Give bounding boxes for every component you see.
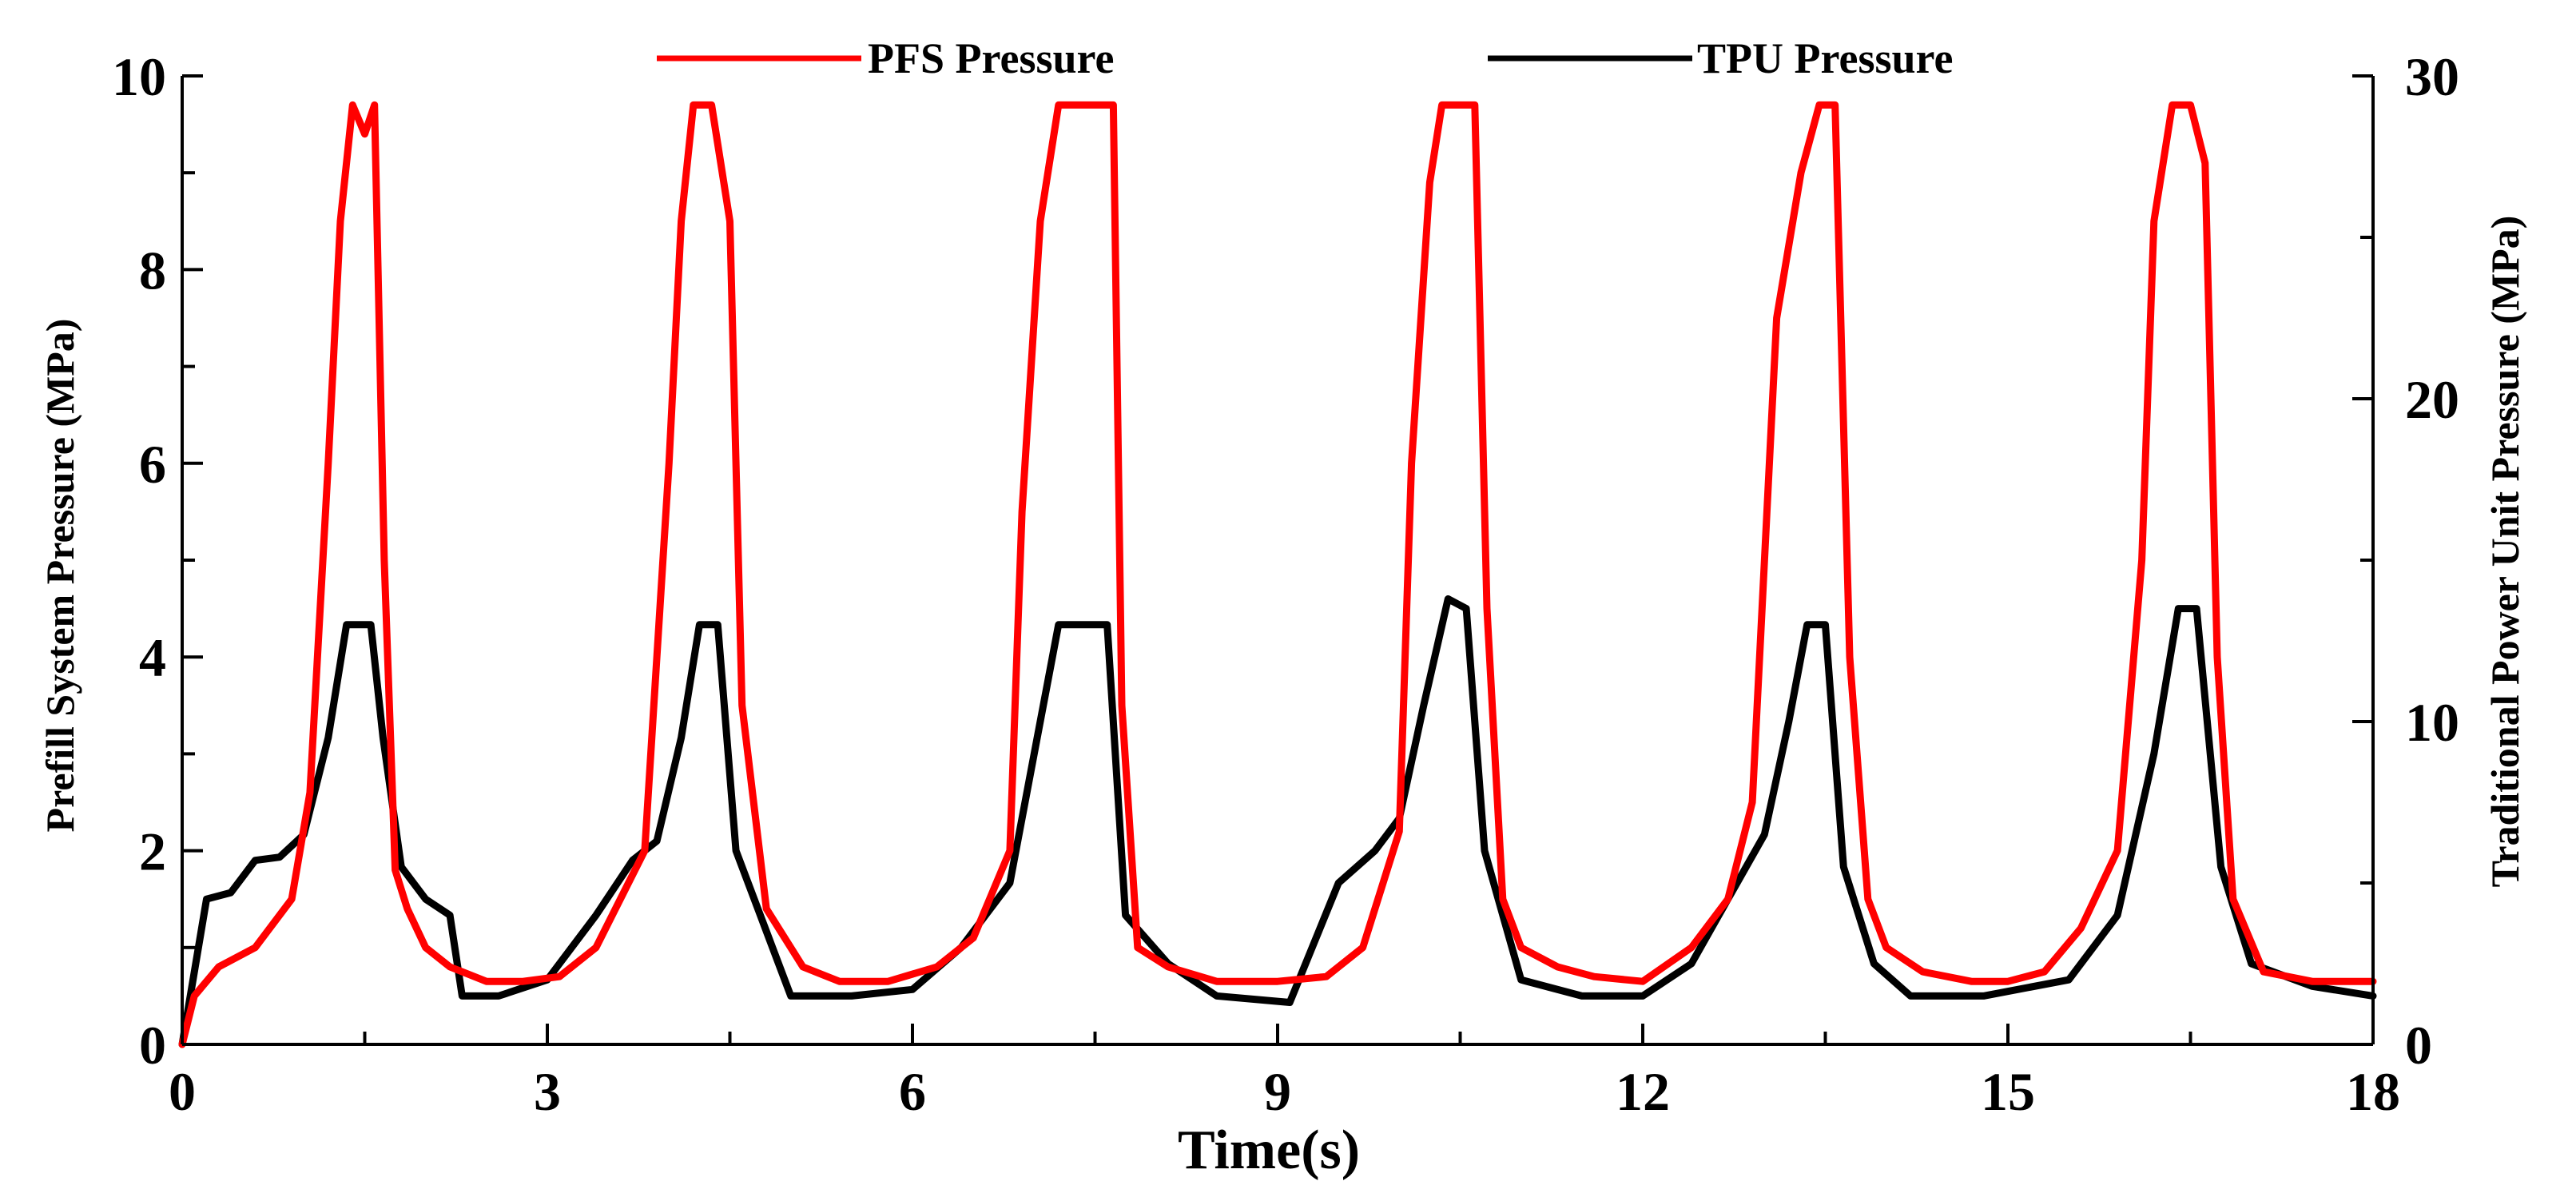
y-right-tick-label: 0 <box>2405 1015 2432 1076</box>
y-left-tick-label: 4 <box>139 627 166 688</box>
y-left-tick-label: 8 <box>139 240 166 300</box>
y-left-tick-label: 6 <box>139 434 166 495</box>
y-axis-title-right: Traditional Power Unit Pressure (MPa) <box>2483 216 2527 888</box>
x-tick-label: 9 <box>1264 1061 1291 1122</box>
series-line-pfs <box>178 101 2377 1048</box>
y-left-tick-label: 10 <box>112 46 166 107</box>
y-left-tick-label: 2 <box>139 821 166 882</box>
x-tick-label: 6 <box>899 1061 926 1122</box>
legend-label-tpu: TPU Pressure <box>1697 34 1953 82</box>
x-tick-label: 12 <box>1616 1061 1670 1122</box>
y-right-tick-label: 20 <box>2405 369 2459 430</box>
x-tick-label: 15 <box>1981 1061 2035 1122</box>
x-tick-label: 3 <box>534 1061 561 1122</box>
y-axis-title-left: Prefill System Pressure (MPa) <box>38 319 82 833</box>
legend-label-pfs: PFS Pressure <box>868 34 1114 82</box>
axis-layer <box>181 74 2375 1046</box>
series-line-tpu <box>178 595 2377 1048</box>
x-axis-title: Time(s) <box>1178 1119 1360 1181</box>
x-tick-label: 0 <box>169 1061 196 1122</box>
y-left-tick-label: 0 <box>139 1015 166 1076</box>
series-layer <box>178 101 2377 1048</box>
legend: PFS Pressure TPU Pressure <box>657 34 1953 82</box>
y-right-tick-label: 10 <box>2405 692 2459 753</box>
x-tick-label: 18 <box>2346 1061 2400 1122</box>
y-right-tick-label: 30 <box>2405 46 2459 107</box>
